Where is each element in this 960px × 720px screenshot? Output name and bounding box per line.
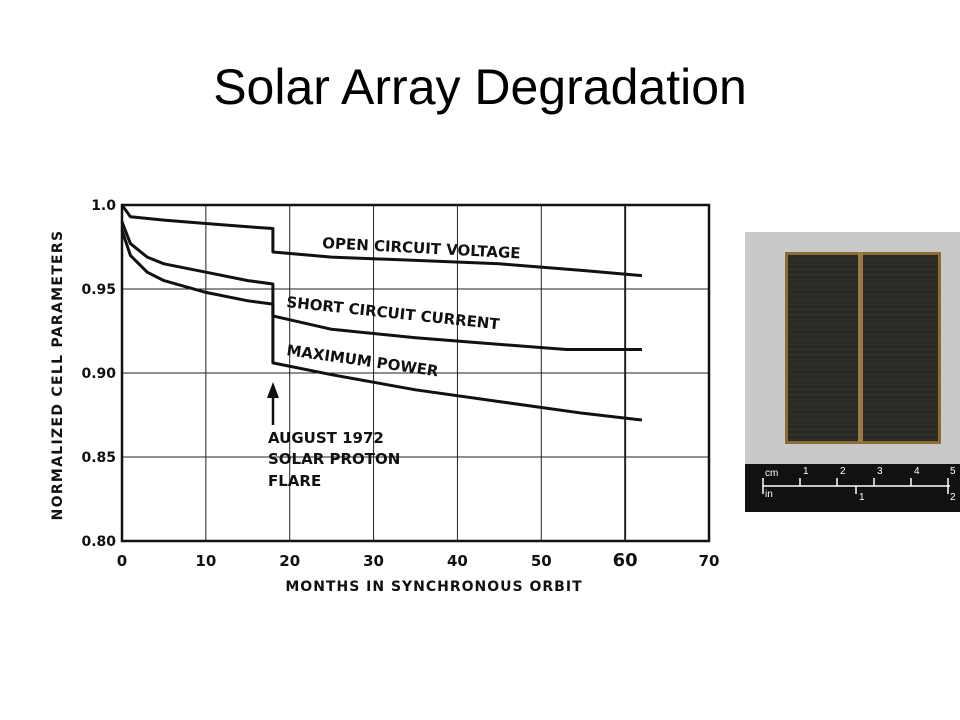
y-tick-label: 0.85 bbox=[81, 450, 116, 466]
slide-title: Solar Array Degradation bbox=[213, 59, 747, 115]
scale-ruler: cm in 1 2 3 4 5 1 2 bbox=[745, 464, 960, 512]
x-tick-label: 40 bbox=[447, 552, 468, 570]
flare-arrow bbox=[267, 382, 279, 425]
ruler-in-2: 2 bbox=[950, 492, 956, 503]
flare-annotation-line3: FLARE bbox=[268, 472, 321, 490]
x-tick-label: 10 bbox=[195, 552, 216, 570]
ruler-cm-3: 3 bbox=[877, 466, 883, 477]
flare-annotation-line1: AUGUST 1972 bbox=[268, 429, 384, 447]
ruler-unit-in: in bbox=[765, 489, 773, 500]
ruler-cm-2: 2 bbox=[840, 466, 846, 477]
y-tick-label: 0.90 bbox=[81, 366, 116, 382]
y-tick-label: 0.80 bbox=[81, 534, 116, 550]
flare-annotation-line2: SOLAR PROTON bbox=[268, 450, 400, 468]
solar-cell bbox=[785, 252, 941, 444]
x-tick-label: 70 bbox=[699, 552, 720, 570]
y-axis-label: NORMALIZED CELL PARAMETERS bbox=[50, 230, 66, 521]
ruler-cm-5: 5 bbox=[950, 466, 956, 477]
x-tick-label: 30 bbox=[363, 552, 384, 570]
x-tick-label: 60 bbox=[613, 550, 638, 571]
x-tick-labels: 0 10 20 30 40 50 60 70 bbox=[117, 550, 720, 571]
x-tick-label: 50 bbox=[531, 552, 552, 570]
y-tick-labels: 1.0 0.95 0.90 0.85 0.80 bbox=[81, 198, 116, 550]
chart-grid bbox=[122, 205, 709, 541]
ruler-in-1: 1 bbox=[859, 492, 865, 503]
series-short-circuit-current bbox=[120, 221, 642, 351]
x-tick-label: 0 bbox=[117, 552, 127, 570]
x-tick-label: 20 bbox=[279, 552, 300, 570]
degradation-chart: 0 10 20 30 40 50 60 70 1.0 0.95 0.90 0.85 0.80 MONT… bbox=[50, 198, 720, 595]
x-axis-label: MONTHS IN SYNCHRONOUS ORBIT bbox=[285, 579, 582, 595]
plot-frame bbox=[120, 203, 711, 543]
cell-busbar bbox=[858, 252, 863, 442]
series-maximum-power bbox=[120, 229, 643, 422]
solar-cell-photo: cm in 1 2 3 4 5 1 2 bbox=[745, 232, 960, 512]
ruler-unit-cm: cm bbox=[765, 468, 779, 479]
ruler-cm-1: 1 bbox=[803, 466, 809, 477]
series-open-circuit-voltage bbox=[120, 204, 643, 278]
y-tick-label: 1.0 bbox=[91, 198, 116, 214]
series-label-maximum-power: MAXIMUM POWER bbox=[285, 341, 439, 380]
ruler-cm-4: 4 bbox=[914, 466, 920, 477]
y-tick-label: 0.95 bbox=[81, 282, 116, 298]
chart-series bbox=[120, 204, 643, 422]
